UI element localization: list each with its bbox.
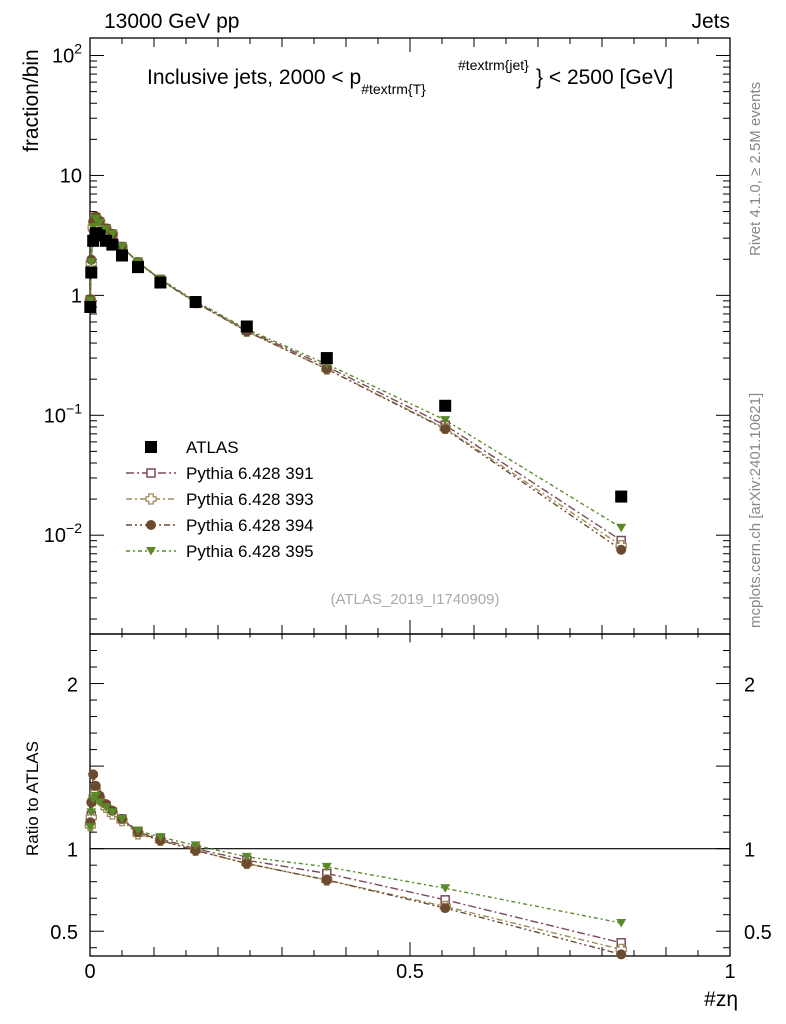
series-point-ratio [86, 808, 97, 817]
atlas-data-point [189, 296, 202, 309]
series-point-main [94, 218, 105, 228]
series-point-ratio [241, 852, 252, 862]
legend-label: Pythia 6.428 394 [186, 516, 314, 535]
atlas-data-point [154, 276, 167, 289]
main-series-markers [84, 211, 628, 555]
legend-label: Pythia 6.428 391 [186, 464, 314, 483]
x-tick-label: 0.5 [396, 961, 424, 983]
y-tick-label-ratio: 1 [67, 840, 78, 862]
series-line-main [89, 215, 622, 551]
series-point-main [117, 242, 127, 252]
x-tick-label: 1 [724, 961, 735, 983]
series-point-main [440, 424, 451, 435]
title-sub: #textrm{T} [361, 81, 426, 97]
y-tick-label-main: 10 [60, 165, 82, 187]
y-tick-label-ratio-right: 2 [744, 675, 755, 697]
title-pre: Inclusive jets, 2000 < p [147, 66, 361, 89]
atlas-data-point [132, 261, 144, 274]
legend: ATLAS Pythia 6.428 391 Pythia 6.428 393 Pyt… [126, 438, 314, 561]
legend-label: ATLAS [186, 438, 239, 457]
legend-label: Pythia 6.428 395 [186, 542, 314, 561]
series-point-ratio [616, 949, 627, 960]
series-line-ratio [89, 794, 622, 924]
ratio-series-markers [84, 769, 627, 960]
series-line-ratio [89, 788, 622, 944]
atlas-data-point [320, 352, 333, 365]
ratio-panel-frame [89, 633, 731, 957]
ratio-series-lines [89, 774, 622, 956]
mcplots-source-label: mcplots.cern.ch [arXiv:2401.10621] [747, 393, 764, 628]
series-point-ratio [440, 884, 451, 893]
ticks-layer: 102 10 1 10−1 10−2 2 2 1 1 0.5 0.5 0 0.5 1 [44, 38, 772, 983]
y-tick-label-main: 102 [52, 41, 82, 68]
series-line-main [89, 217, 622, 529]
series-point-main [101, 225, 111, 234]
atlas-data-point [85, 266, 98, 279]
series-point-main [616, 523, 627, 533]
series-point-main [107, 230, 118, 239]
series-line-ratio [89, 790, 622, 951]
y-tick-label-ratio-right: 1 [744, 840, 755, 862]
atlas-data-point [106, 238, 119, 251]
series-point-ratio [241, 858, 252, 869]
x-tick-label: 0 [84, 961, 95, 983]
y-axis-label-ratio: Ratio to ATLAS [23, 741, 42, 856]
header-right: Jets [691, 10, 730, 33]
legend-label: Pythia 6.428 393 [186, 490, 314, 509]
series-point-ratio [117, 814, 127, 824]
main-series-lines [89, 215, 622, 551]
series-point-main [616, 544, 627, 555]
x-axis-label: #zη [704, 988, 738, 1011]
legend-marker [145, 493, 157, 505]
series-point-main [440, 416, 451, 425]
y-tick-label-ratio: 2 [67, 675, 78, 697]
series-point-ratio [90, 791, 101, 801]
legend-marker [146, 468, 156, 478]
series-point-main [85, 296, 96, 306]
rivet-version-label: Rivet 4.1.0, ≥ 2.5M events [747, 82, 764, 256]
legend-marker [145, 441, 157, 453]
series-point-ratio [190, 845, 201, 856]
title-sup: #textrm{jet} [458, 57, 529, 73]
y-tick-label-main: 10−2 [44, 520, 82, 547]
series-point-ratio [133, 826, 143, 836]
y-axis-label-main: fraction/bin [20, 49, 43, 152]
series-point-ratio [85, 823, 96, 832]
series-point-ratio [94, 798, 105, 807]
y-tick-label-main: 1 [71, 285, 82, 307]
series-point-ratio [88, 769, 99, 780]
atlas-data-point [439, 399, 452, 412]
legend-marker [146, 520, 156, 530]
series-point-ratio [107, 808, 118, 817]
atlas-data-point [240, 320, 253, 333]
series-line-main [89, 216, 622, 547]
atlas-data-point [615, 490, 628, 503]
title-post: } < 2500 [GeV] [536, 66, 673, 89]
atlas-data-point [116, 249, 128, 262]
series-point-main [321, 364, 332, 375]
header-left: 13000 GeV pp [104, 10, 239, 33]
series-point-ratio [101, 803, 111, 812]
y-tick-label-main: 10−1 [44, 400, 82, 427]
series-point-ratio [190, 841, 201, 850]
series-line-ratio [89, 774, 622, 956]
series-point-ratio [321, 875, 332, 886]
analysis-id-label: (ATLAS_2019_I1740909) [330, 591, 499, 608]
series-point-ratio [616, 918, 627, 928]
legend-marker [146, 547, 156, 556]
chart-title: Inclusive jets, 2000 < p#textrm{T} #textr… [147, 57, 673, 97]
series-point-main [86, 258, 97, 267]
y-tick-label-ratio: 0.5 [50, 922, 78, 944]
y-tick-label-ratio-right: 0.5 [744, 922, 772, 944]
series-point-ratio [155, 833, 166, 842]
series-point-ratio [440, 903, 451, 914]
series-point-ratio [321, 862, 332, 872]
series-point-ratio [90, 780, 101, 791]
series-line-main [89, 216, 622, 542]
atlas-data-point [84, 300, 97, 313]
